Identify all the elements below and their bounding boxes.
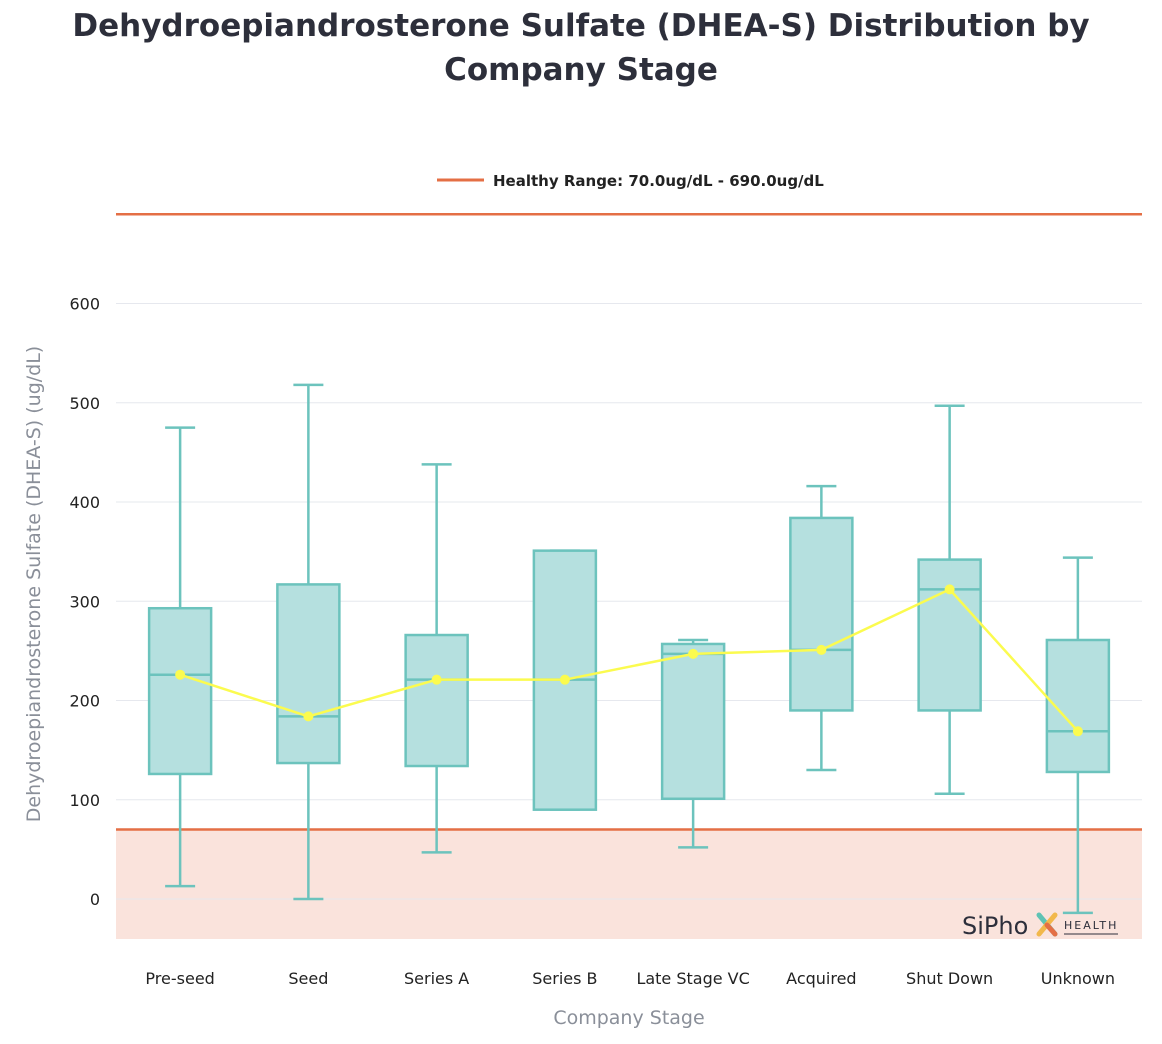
x-tick-label: Shut Down	[906, 969, 993, 988]
y-tick-label: 300	[69, 592, 100, 611]
median-point	[944, 584, 955, 595]
legend-label: Healthy Range: 70.0ug/dL - 690.0ug/dL	[493, 172, 824, 190]
box-iqr	[147, 606, 213, 776]
box-iqr	[789, 516, 854, 712]
y-tick-label: 400	[69, 493, 100, 512]
x-tick-label: Acquired	[786, 969, 856, 988]
y-tick-label: 100	[69, 791, 100, 810]
y-tick-label: 200	[69, 692, 100, 711]
box-iqr	[404, 633, 469, 768]
chart-title: Dehydroepiandrosterone Sulfate (DHEA-S) …	[72, 8, 1090, 88]
siphox-logo: SiPho HEALTH	[962, 912, 1118, 940]
x-tick-label: Series A	[404, 969, 469, 988]
x-tick-label: Seed	[288, 969, 328, 988]
median-trend-line	[179, 587, 1079, 733]
y-tick-label: 600	[69, 295, 100, 314]
box-iqr	[1045, 638, 1111, 774]
below-range-region	[116, 829, 1142, 939]
y-tick-label: 500	[69, 394, 100, 413]
x-tick-label: Pre-seed	[145, 969, 214, 988]
x-tick-label: Series B	[532, 969, 597, 988]
logo-wordmark: SiPho	[962, 912, 1028, 940]
median-point	[431, 674, 442, 685]
median-point	[559, 674, 570, 685]
box-iqr	[276, 583, 341, 765]
logo-subtext: HEALTH	[1064, 919, 1118, 932]
median-point	[175, 669, 186, 680]
median-point	[816, 644, 827, 655]
x-axis-title: Company Stage	[553, 1007, 704, 1029]
median-point	[1072, 726, 1083, 737]
y-tick-label: 0	[90, 890, 100, 909]
y-axis-title: Dehydroepiandrosterone Sulfate (DHEA-S) …	[23, 346, 45, 822]
box-iqr	[660, 642, 726, 801]
x-tick-label: Late Stage VC	[636, 969, 749, 988]
x-tick-label: Unknown	[1041, 969, 1115, 988]
median-point	[688, 648, 699, 659]
median-point	[303, 711, 314, 722]
logo-x-icon	[1036, 912, 1058, 937]
legend[interactable]: Healthy Range: 70.0ug/dL - 690.0ug/dL	[437, 172, 824, 190]
box-iqr	[917, 558, 982, 712]
